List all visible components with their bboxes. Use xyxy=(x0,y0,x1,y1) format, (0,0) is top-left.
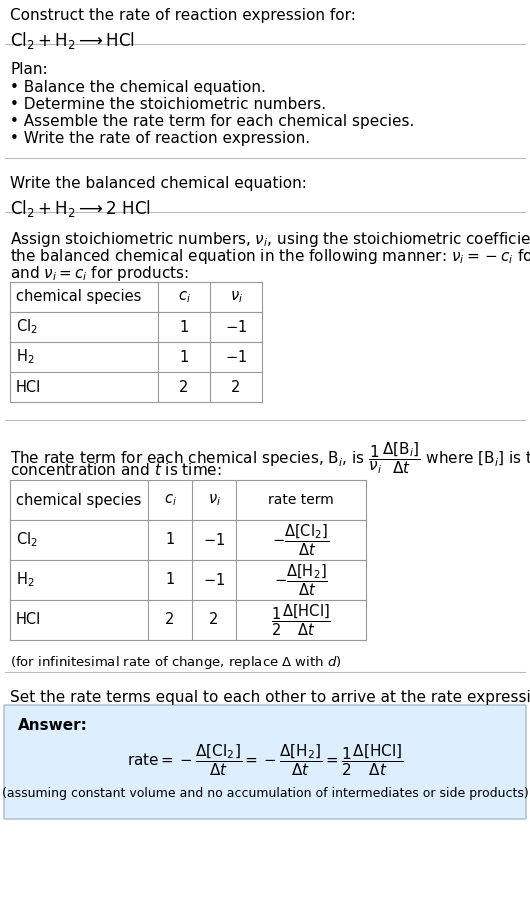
Text: $-1$: $-1$ xyxy=(225,349,247,365)
Text: 2: 2 xyxy=(165,612,175,628)
Text: (assuming constant volume and no accumulation of intermediates or side products): (assuming constant volume and no accumul… xyxy=(2,787,528,801)
Text: (for infinitesimal rate of change, replace $\Delta$ with $d$): (for infinitesimal rate of change, repla… xyxy=(10,654,342,671)
Text: Answer:: Answer: xyxy=(18,718,88,733)
Text: and $\nu_i = c_i$ for products:: and $\nu_i = c_i$ for products: xyxy=(10,264,189,283)
Text: • Assemble the rate term for each chemical species.: • Assemble the rate term for each chemic… xyxy=(10,114,414,129)
Text: concentration and $t$ is time:: concentration and $t$ is time: xyxy=(10,462,222,478)
Text: 2: 2 xyxy=(209,612,219,628)
Text: 1: 1 xyxy=(179,319,189,335)
Text: the balanced chemical equation in the following manner: $\nu_i = -c_i$ for react: the balanced chemical equation in the fo… xyxy=(10,247,530,266)
Text: 1: 1 xyxy=(179,349,189,365)
Text: $\mathrm{Cl_2}$: $\mathrm{Cl_2}$ xyxy=(16,531,38,550)
Text: $-1$: $-1$ xyxy=(203,532,225,548)
Text: $\mathrm{H_2}$: $\mathrm{H_2}$ xyxy=(16,571,34,590)
Text: rate term: rate term xyxy=(268,493,334,507)
FancyBboxPatch shape xyxy=(4,705,526,819)
Text: $-1$: $-1$ xyxy=(225,319,247,335)
Text: • Balance the chemical equation.: • Balance the chemical equation. xyxy=(10,80,266,95)
Text: 1: 1 xyxy=(165,572,174,588)
Text: • Write the rate of reaction expression.: • Write the rate of reaction expression. xyxy=(10,131,310,146)
Text: $-\dfrac{\Delta[\mathrm{Cl_2}]}{\Delta t}$: $-\dfrac{\Delta[\mathrm{Cl_2}]}{\Delta t… xyxy=(272,522,330,558)
Text: HCl: HCl xyxy=(16,612,41,628)
Text: $\mathrm{H_2}$: $\mathrm{H_2}$ xyxy=(16,348,34,367)
Text: $\nu_i$: $\nu_i$ xyxy=(229,289,243,305)
Text: • Determine the stoichiometric numbers.: • Determine the stoichiometric numbers. xyxy=(10,97,326,112)
Text: chemical species: chemical species xyxy=(16,492,142,508)
Text: $c_i$: $c_i$ xyxy=(164,492,176,508)
Text: The rate term for each chemical species, $\mathrm{B}_i$, is $\dfrac{1}{\nu_i}\df: The rate term for each chemical species,… xyxy=(10,440,530,476)
Text: Write the balanced chemical equation:: Write the balanced chemical equation: xyxy=(10,176,307,191)
Text: $-1$: $-1$ xyxy=(203,572,225,588)
Text: HCl: HCl xyxy=(16,379,41,395)
Text: $\mathrm{Cl_2}$: $\mathrm{Cl_2}$ xyxy=(16,318,38,337)
Text: $c_i$: $c_i$ xyxy=(178,289,190,305)
Text: 1: 1 xyxy=(165,532,174,548)
Text: Set the rate terms equal to each other to arrive at the rate expression:: Set the rate terms equal to each other t… xyxy=(10,690,530,705)
Text: $\dfrac{1}{2}\dfrac{\Delta[\mathrm{HCl}]}{\Delta t}$: $\dfrac{1}{2}\dfrac{\Delta[\mathrm{HCl}]… xyxy=(271,602,331,638)
Text: Assign stoichiometric numbers, $\nu_i$, using the stoichiometric coefficients, $: Assign stoichiometric numbers, $\nu_i$, … xyxy=(10,230,530,249)
Text: $-\dfrac{\Delta[\mathrm{H_2}]}{\Delta t}$: $-\dfrac{\Delta[\mathrm{H_2}]}{\Delta t}… xyxy=(274,562,328,598)
Text: 2: 2 xyxy=(179,379,189,395)
Text: 2: 2 xyxy=(231,379,241,395)
Text: Plan:: Plan: xyxy=(10,62,48,77)
Text: $\mathrm{rate} = -\dfrac{\Delta[\mathrm{Cl_2}]}{\Delta t} = -\dfrac{\Delta[\math: $\mathrm{rate} = -\dfrac{\Delta[\mathrm{… xyxy=(127,743,403,778)
Text: Construct the rate of reaction expression for:: Construct the rate of reaction expressio… xyxy=(10,8,356,23)
Text: $\mathrm{Cl_2 + H_2 \longrightarrow HCl}$: $\mathrm{Cl_2 + H_2 \longrightarrow HCl}… xyxy=(10,30,135,51)
Text: chemical species: chemical species xyxy=(16,289,142,305)
Text: $\mathrm{Cl_2 + H_2 \longrightarrow 2\ HCl}$: $\mathrm{Cl_2 + H_2 \longrightarrow 2\ H… xyxy=(10,198,151,219)
Text: $\nu_i$: $\nu_i$ xyxy=(208,492,220,508)
